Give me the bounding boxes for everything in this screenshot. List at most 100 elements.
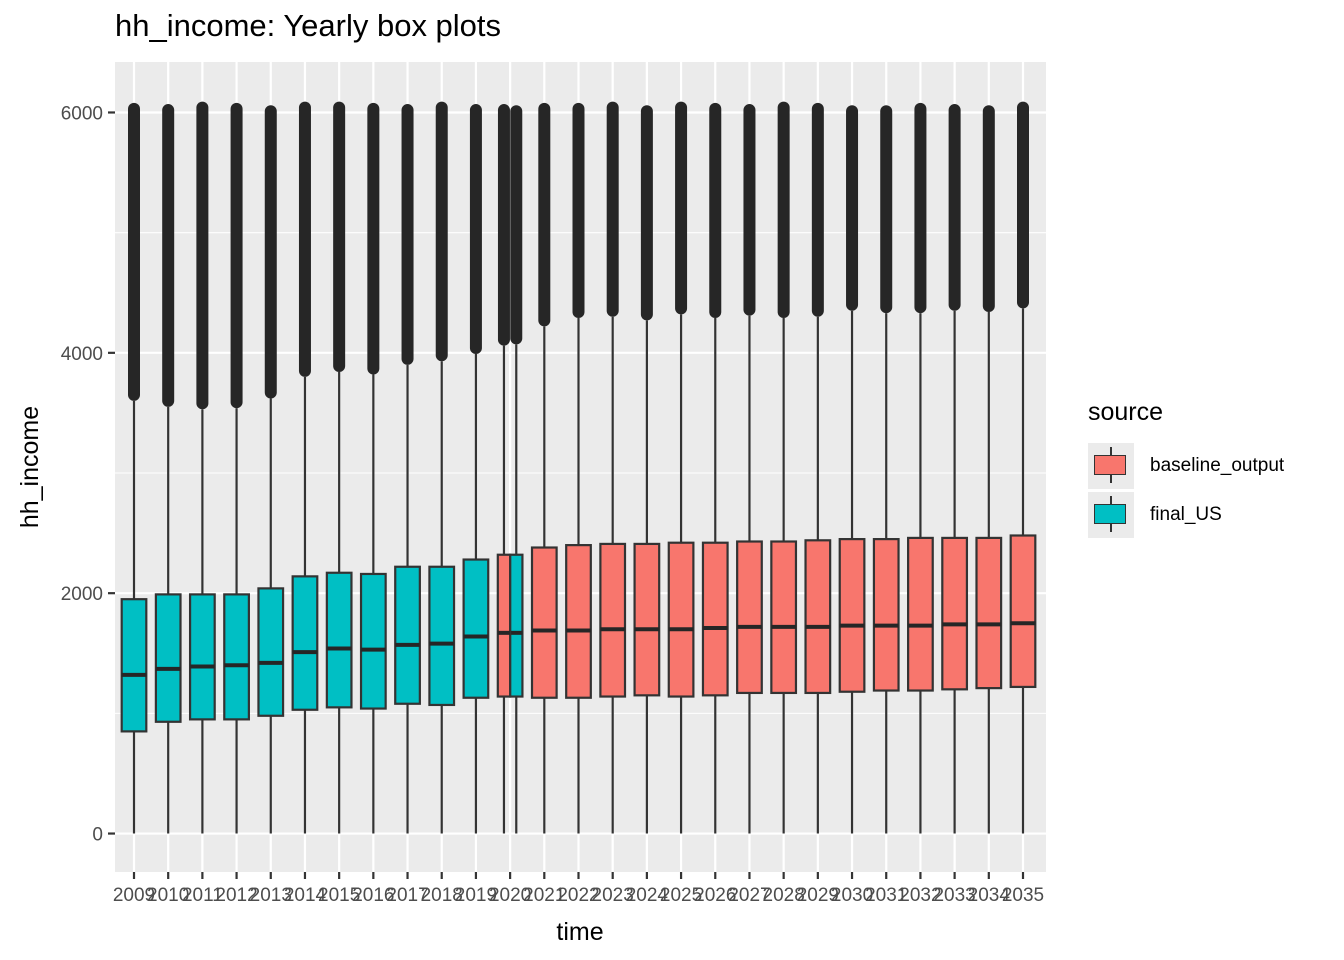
x-tick-label: 2022 [557,885,599,906]
legend-label-baseline-output: baseline_output [1150,454,1285,476]
outlier-points [128,102,140,401]
x-tick-label: 2032 [899,885,941,906]
box-rect [667,541,695,698]
box-final_US-2015 [325,101,353,834]
outlier-points [606,101,619,317]
outlier-points [497,104,510,346]
x-tick-label: 2017 [386,885,428,906]
y-tick-label: 2000 [61,584,103,605]
box-final_US-2018 [428,101,456,834]
outlier-points [572,102,585,318]
outlier-points [948,104,961,311]
outlier-points [743,104,756,316]
box-final_US-2010 [154,104,182,834]
box-baseline_output-2031 [872,105,900,834]
x-tick-label: 2010 [147,885,189,906]
box-rect [462,558,490,699]
x-tick-label: 2028 [763,885,805,906]
x-tick-label: 2014 [284,885,327,906]
legend-label-final-us: final_US [1150,503,1222,525]
x-tick-label: 2012 [215,885,257,906]
legend-item-final-us: final_US [1088,490,1284,539]
outlier-points [811,102,824,317]
x-tick-label: 2019 [455,885,497,906]
box-rect [257,587,285,717]
box-final_US-2011 [188,101,216,834]
outlier-points [982,105,995,312]
box-final_US-2020 [509,105,524,834]
box-baseline_output-2034 [975,105,1003,834]
x-tick-label: 2029 [797,885,839,906]
x-tick-label: 2030 [831,885,873,906]
x-tick-label: 2026 [694,885,736,906]
box-baseline_output-2024 [633,105,661,834]
x-tick-label: 2011 [182,885,223,906]
box-rect [496,553,512,698]
outlier-points [640,105,653,321]
box-rect [975,536,1003,690]
outlier-points [914,102,927,314]
legend-key-final-us [1088,491,1134,538]
outlier-points [333,101,346,373]
box-rect [428,565,456,707]
outlier-points [675,101,688,315]
box-rect [736,540,763,695]
legend: source baseline_output final_US [1088,398,1284,539]
outlier-points [880,105,893,314]
outlier-points [510,105,523,345]
x-tick-label: 2015 [318,885,360,906]
y-axis: 0 2000 4000 6000 [61,103,115,846]
box-baseline_output-2033 [941,104,969,834]
box-rect [633,542,661,697]
box-rect [120,598,148,733]
x-tick-label: 2021 [523,885,565,906]
outlier-points [367,102,380,375]
x-tick-label: 2025 [660,885,702,906]
outlier-points [264,105,277,399]
outlier-points [401,104,414,365]
box-final_US-2013 [257,105,285,834]
x-tick-label: 2013 [250,885,292,906]
x-tick-label: 2018 [421,885,463,906]
outlier-points [538,102,551,327]
box-rect [509,553,524,698]
box-final_US-2017 [394,104,421,834]
box-rect [872,538,900,692]
x-tick-label: 2034 [968,885,1011,906]
outlier-points [435,101,448,362]
box-rect [770,540,798,695]
y-tick-label: 4000 [61,344,103,365]
box-group [120,101,1037,834]
box-rect [154,593,182,723]
box-rect [394,565,421,705]
legend-swatch-baseline-output [1094,454,1126,475]
x-tick-label: 2009 [113,885,155,906]
outlier-points [1017,101,1029,309]
box-final_US-2012 [223,102,250,834]
outlier-points [298,101,311,377]
box-final_US-2016 [359,102,387,834]
box-baseline_output-2030 [838,105,866,834]
y-tick-label: 6000 [61,103,103,124]
x-tick-label: 2035 [1002,885,1044,906]
box-rect [941,536,969,691]
box-baseline_output-2029 [804,102,832,834]
box-rect [291,575,319,711]
box-rect [907,536,934,692]
box-baseline_output-2022 [565,102,592,834]
box-rect [530,546,558,699]
box-baseline_output-2027 [736,104,763,834]
box-final_US-2019 [462,104,490,834]
box-rect [599,542,627,698]
chart-title: hh_income: Yearly box plots [115,8,502,43]
legend-item-baseline-output: baseline_output [1088,441,1284,490]
box-baseline_output-2035 [1009,101,1037,834]
box-rect [838,538,866,693]
outlier-points [709,102,722,318]
x-tick-label: 2020 [489,885,531,906]
box-baseline_output-2025 [667,101,695,834]
box-rect [701,541,729,697]
box-rect [359,572,387,710]
box-rect [223,593,250,721]
